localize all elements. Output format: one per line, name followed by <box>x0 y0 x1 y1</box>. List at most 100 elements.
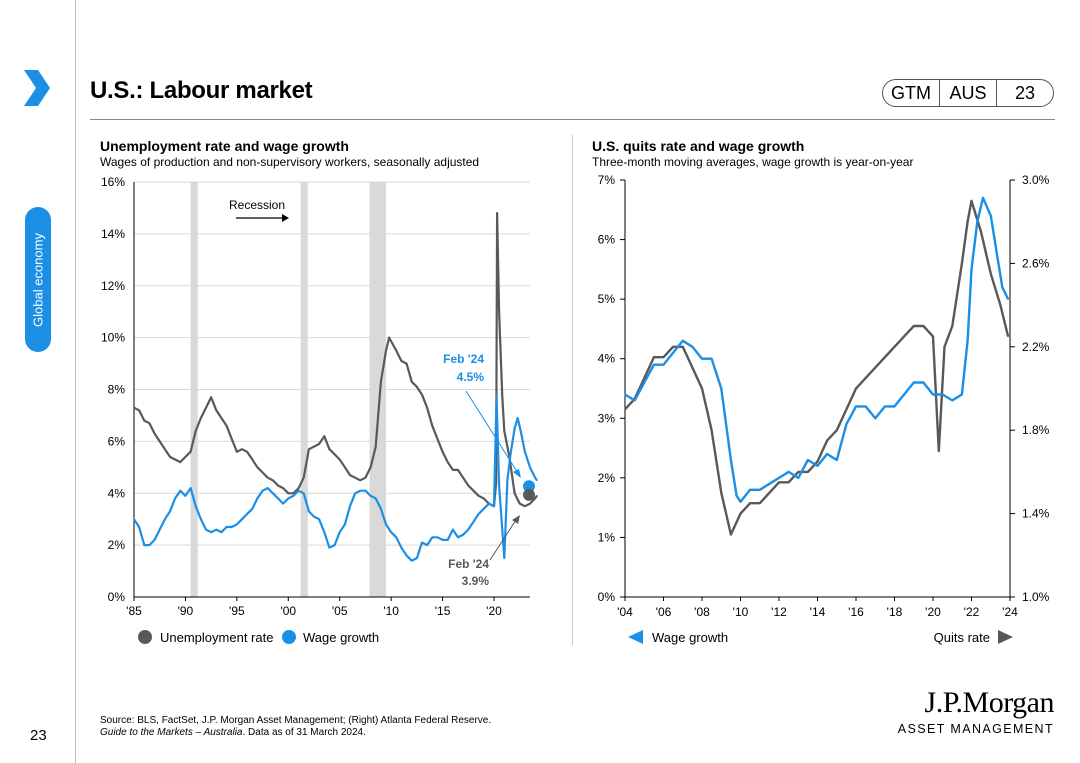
unemployment-annotation-leader <box>489 519 517 561</box>
right-chart-x-tick-label: '24 <box>1002 605 1018 619</box>
wage-growth-point <box>308 510 310 513</box>
right-chart-left-tick-label: 6% <box>598 233 616 247</box>
right-wage-growth-point <box>633 399 636 402</box>
right-wage-growth-point <box>893 405 896 408</box>
quits-rate-point <box>710 429 713 432</box>
unemployment-point <box>287 492 290 495</box>
unemployment-point <box>164 448 166 450</box>
unemployment-point <box>462 476 464 479</box>
right-wage-growth-point <box>739 500 742 503</box>
right-chart-left-tick-label: 1% <box>598 530 616 544</box>
wage-growth-point <box>297 489 300 492</box>
unemployment-point <box>513 492 516 495</box>
left-rule <box>75 0 76 763</box>
quits-rate-point <box>893 346 896 348</box>
right-chart-x-tick-label: '14 <box>810 605 826 619</box>
right-wage-growth-point <box>624 393 626 396</box>
left-chart-title: Unemployment rate and wage growth <box>100 138 349 154</box>
unemployment-end-marker <box>523 488 535 501</box>
unemployment-point <box>153 432 156 435</box>
wage-growth-point <box>272 492 274 495</box>
quits-rate-point <box>778 481 780 484</box>
wage-growth-point <box>153 539 156 541</box>
unemployment-point <box>200 417 202 419</box>
right-wage-growth-point <box>672 351 674 354</box>
source-line-1: Source: BLS, FactSet, J.P. Morgan Asset … <box>100 715 492 726</box>
source-guide-name: Guide to the Markets – Australia <box>100 727 243 738</box>
unemployment-point <box>536 495 538 497</box>
wage-growth-point <box>189 487 192 489</box>
left-chart-subtitle: Wages of production and non-supervisory … <box>100 155 480 169</box>
unemployment-point <box>503 430 506 432</box>
quits-rate-point <box>903 335 905 338</box>
quits-rate-point <box>681 346 684 348</box>
unemployment-point <box>457 469 459 471</box>
page-number-left: 23 <box>30 727 47 744</box>
right-wage-growth-point <box>1007 298 1009 300</box>
unemployment-point <box>205 406 207 409</box>
quits-rate-point <box>912 325 915 327</box>
wage-annotation-date: Feb '24 <box>443 352 484 366</box>
left-x-tick-label: '10 <box>383 604 399 618</box>
wage-growth-point <box>225 526 228 528</box>
wage-growth-point <box>266 487 269 489</box>
right-chart-x-tick-label: '20 <box>925 605 941 619</box>
right-wage-growth-point <box>691 346 694 348</box>
right-wage-growth-point <box>912 381 915 384</box>
left-y-tick-label: 10% <box>101 331 125 345</box>
right-wage-growth-point <box>787 471 790 473</box>
wage-growth-point <box>421 541 423 544</box>
unemployment-point <box>441 450 444 453</box>
wage-growth-point <box>467 528 470 531</box>
left-y-tick-label: 12% <box>101 279 125 293</box>
unemployment-point <box>518 502 521 505</box>
unemployment-point <box>534 497 536 500</box>
right-wage-growth-point <box>922 381 925 384</box>
unemployment-point <box>230 437 233 440</box>
right-wage-growth-point <box>961 393 963 396</box>
right-wage-growth-point <box>951 399 954 402</box>
wage-annotation-leader <box>465 390 519 474</box>
region-label: AUS <box>939 80 996 106</box>
section-tab-global-economy[interactable]: Global economy <box>25 207 51 352</box>
wage-growth-point <box>488 502 490 505</box>
wage-growth-point <box>215 528 218 531</box>
unemployment-point <box>482 497 485 500</box>
unemployment-point <box>349 474 351 476</box>
right-wage-growth-point <box>995 250 998 253</box>
wage-growth-point <box>277 497 279 500</box>
wage-growth-point <box>230 526 233 528</box>
quits-rate-point <box>980 231 982 233</box>
right-wage-growth-point <box>855 405 857 408</box>
wage-growth-point <box>385 523 387 526</box>
unemployment-point <box>333 453 336 456</box>
wage-growth-point <box>493 505 495 508</box>
quits-rate-point <box>643 377 646 379</box>
source-date: . Data as of 31 March 2024. <box>242 727 366 738</box>
wage-growth-point <box>143 544 146 546</box>
quits-rate-point <box>989 273 992 275</box>
right-wage-growth-point <box>1001 286 1004 289</box>
unemployment-point <box>277 484 279 487</box>
quits-rate-point <box>787 481 790 484</box>
recession-arrow-head <box>282 214 289 222</box>
chart-divider <box>572 135 573 645</box>
unemployment-point <box>220 417 223 419</box>
wage-growth-point <box>174 497 176 500</box>
unemployment-point <box>364 476 367 479</box>
right-wage-growth-point <box>710 357 713 360</box>
wage-growth-point <box>169 510 171 513</box>
recession-label: Recession <box>229 198 285 212</box>
right-wage-growth-point <box>797 477 800 479</box>
unemployment-point <box>380 380 382 383</box>
unemployment-annotation-date: Feb '24 <box>448 557 489 571</box>
unemployment-point <box>388 336 390 339</box>
right-chart-x-tick-label: '12 <box>771 605 787 619</box>
unemployment-point <box>328 448 331 450</box>
legend-arrow-right-icon <box>998 630 1013 644</box>
wage-growth-point <box>256 497 259 500</box>
wage-growth-point <box>410 559 413 562</box>
right-chart-left-tick-label: 4% <box>598 352 616 366</box>
right-chart-title: U.S. quits rate and wage growth <box>592 138 805 154</box>
left-x-tick-label: '05 <box>332 604 348 618</box>
